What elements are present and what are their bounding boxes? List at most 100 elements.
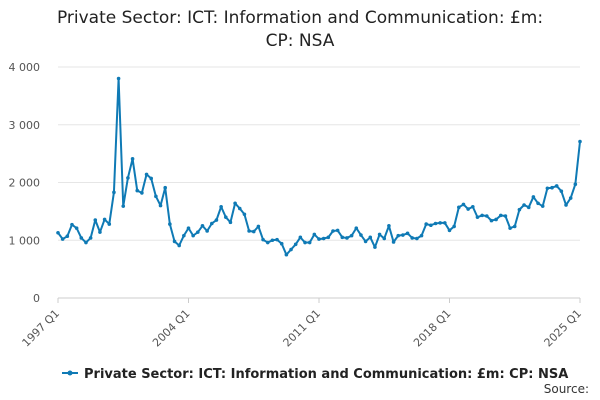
x-tick-label: 1997 Q1 xyxy=(20,307,63,350)
data-point xyxy=(247,229,251,233)
data-point xyxy=(540,204,545,208)
series-layer xyxy=(56,76,582,257)
data-point xyxy=(205,229,209,233)
data-point xyxy=(293,242,298,247)
data-point xyxy=(373,245,377,249)
data-point xyxy=(494,217,498,222)
data-point xyxy=(284,252,289,257)
data-point xyxy=(349,233,354,238)
data-point xyxy=(443,221,447,225)
data-point xyxy=(526,205,531,210)
data-point xyxy=(503,214,508,218)
data-point xyxy=(433,221,438,226)
data-point xyxy=(359,233,363,237)
data-point xyxy=(368,235,373,240)
data-point xyxy=(186,226,191,230)
y-tick-label: 1 000 xyxy=(9,234,41,247)
data-point xyxy=(70,222,74,227)
data-point xyxy=(429,223,433,228)
data-point xyxy=(88,236,93,240)
data-point xyxy=(191,233,195,238)
data-point xyxy=(102,217,107,222)
data-point xyxy=(331,229,335,233)
data-point xyxy=(354,226,359,230)
data-point xyxy=(177,243,181,248)
data-point xyxy=(126,176,130,180)
data-point xyxy=(256,224,261,229)
data-point xyxy=(265,240,270,245)
data-point xyxy=(424,222,429,226)
data-point xyxy=(107,222,112,226)
data-point xyxy=(303,240,307,245)
data-point xyxy=(172,239,177,244)
data-point xyxy=(116,76,121,81)
data-point xyxy=(154,194,158,199)
data-point xyxy=(130,157,135,161)
data-point xyxy=(298,235,303,240)
data-point xyxy=(228,220,233,225)
axes: 0 1 000 2 000 3 000 4 000 1997 Q1 2004 Q1 2011 … xyxy=(9,61,585,349)
data-point xyxy=(149,176,154,181)
data-point xyxy=(396,233,401,238)
data-point xyxy=(512,224,517,229)
data-point xyxy=(377,232,382,237)
source-label: Source: xyxy=(544,382,589,396)
data-point xyxy=(158,203,163,208)
data-point xyxy=(200,224,205,228)
data-point xyxy=(522,203,526,207)
legend[interactable]: Private Sector: ICT: Information and Com… xyxy=(62,367,568,382)
data-point xyxy=(545,186,550,191)
data-point xyxy=(74,226,79,230)
data-point xyxy=(573,182,578,187)
data-point xyxy=(335,228,340,233)
data-point xyxy=(93,218,98,222)
data-point xyxy=(475,215,480,219)
data-point xyxy=(382,236,387,241)
y-tick-label: 0 xyxy=(33,292,40,305)
data-point xyxy=(550,185,554,190)
data-point xyxy=(554,184,559,188)
data-point xyxy=(405,231,410,236)
data-point xyxy=(531,195,536,199)
data-point xyxy=(415,236,419,241)
data-point xyxy=(233,201,237,206)
data-point xyxy=(578,139,582,144)
data-point xyxy=(317,237,321,241)
data-point xyxy=(196,230,200,234)
legend-label: Private Sector: ICT: Information and Com… xyxy=(84,367,568,382)
data-point xyxy=(517,207,522,212)
data-point xyxy=(168,222,172,226)
data-point xyxy=(135,188,140,193)
data-point xyxy=(307,240,312,245)
data-point xyxy=(84,240,88,245)
y-tick-label: 2 000 xyxy=(9,177,41,190)
data-point xyxy=(401,233,405,237)
data-point xyxy=(564,203,568,207)
data-point xyxy=(121,204,126,208)
data-point xyxy=(363,239,368,244)
x-tick-label: 2018 Q1 xyxy=(411,307,454,350)
data-point xyxy=(312,232,317,237)
data-point xyxy=(345,236,349,240)
data-point xyxy=(387,224,391,228)
data-point xyxy=(140,191,144,195)
data-point xyxy=(56,230,60,235)
data-point xyxy=(326,235,331,240)
data-point xyxy=(237,206,242,211)
data-point xyxy=(242,212,247,217)
data-point xyxy=(144,172,149,177)
data-point xyxy=(484,214,489,218)
data-point xyxy=(536,201,540,206)
series-line xyxy=(57,77,581,256)
chart-title-line-2: CP: NSA xyxy=(265,31,335,51)
x-tick-label: 2004 Q1 xyxy=(150,307,193,350)
data-point xyxy=(210,221,214,226)
data-point xyxy=(471,204,475,209)
data-point xyxy=(457,205,461,210)
y-tick-label: 3 000 xyxy=(9,119,41,132)
data-point xyxy=(275,237,279,242)
data-point xyxy=(321,236,326,241)
data-point xyxy=(452,224,456,229)
data-point xyxy=(251,229,256,234)
data-point xyxy=(508,226,512,230)
